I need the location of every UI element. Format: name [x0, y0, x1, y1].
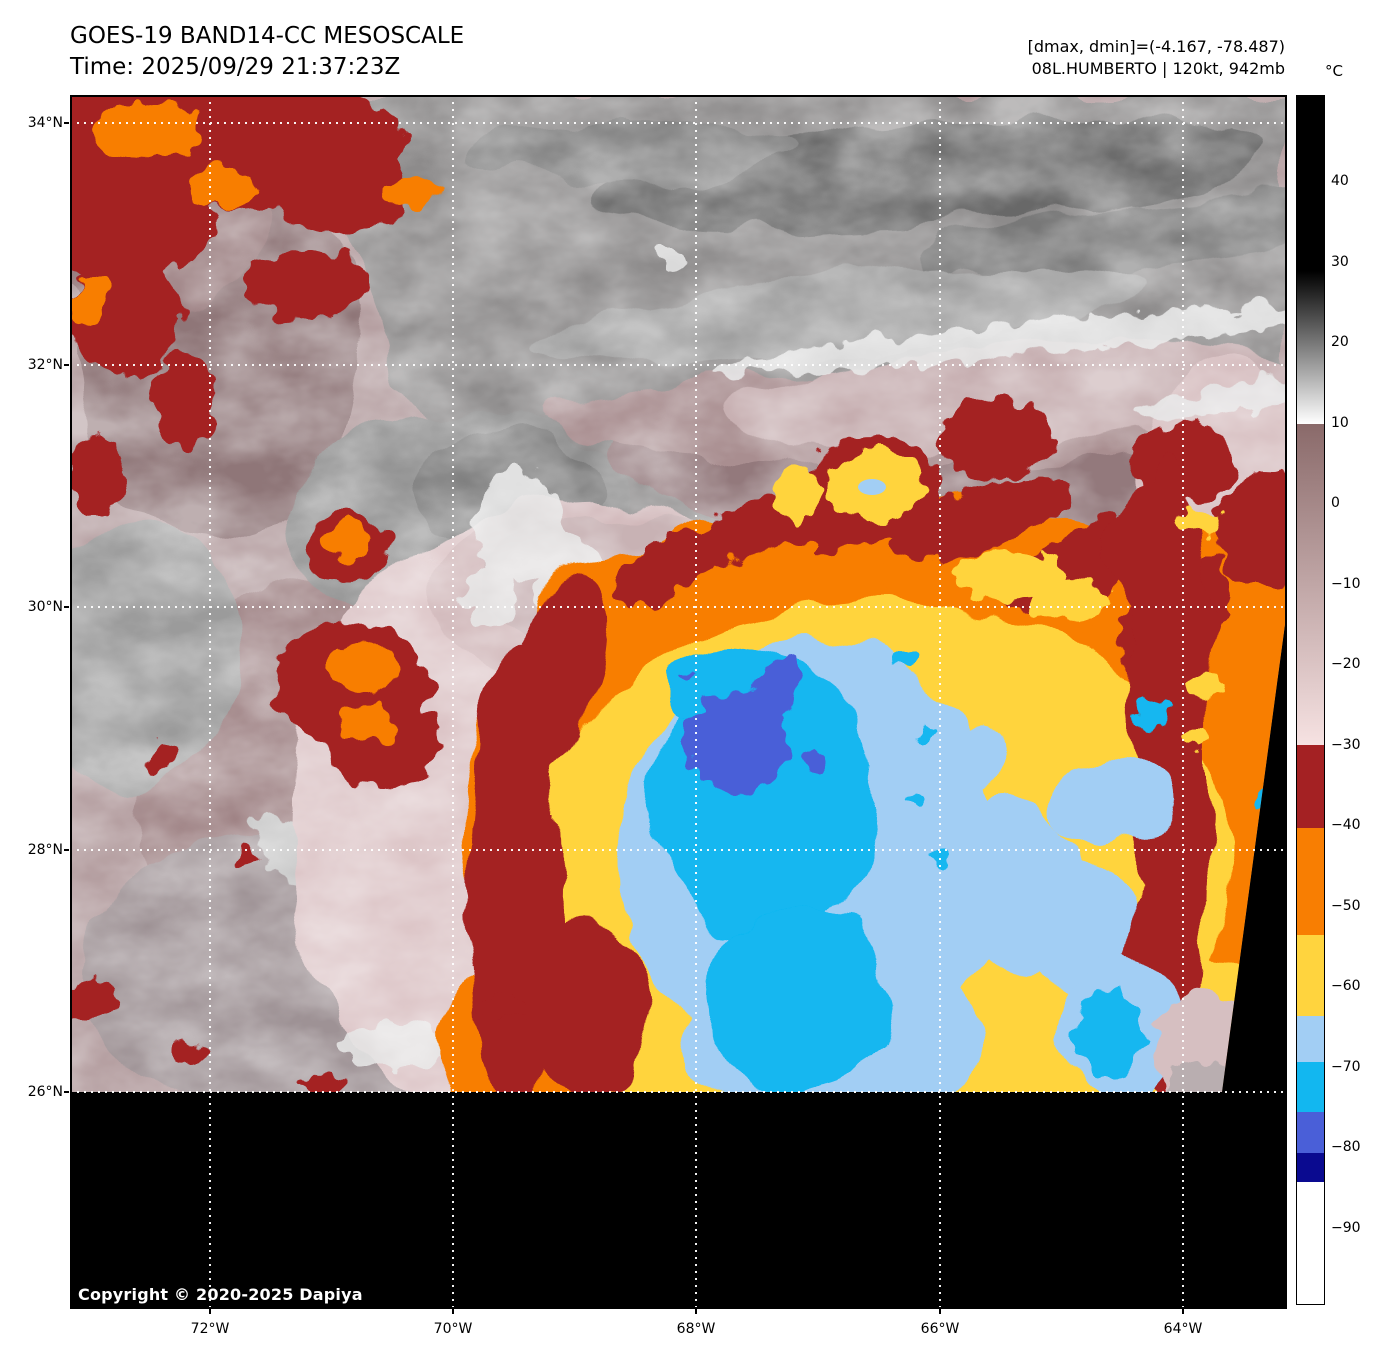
colorbar-tick-label: −30 [1331, 736, 1361, 753]
hurricane-enhancement [70, 95, 1287, 1092]
lat-tick-label: 32°N [27, 357, 63, 373]
colorbar-tick-label: 20 [1331, 334, 1349, 351]
lon-tick-label: 72°W [190, 1321, 230, 1337]
lat-tick-label: 30°N [27, 599, 63, 615]
colorbar-segment [1297, 1182, 1324, 1304]
satellite-image [70, 95, 1287, 1309]
y-axis-tick [64, 1091, 69, 1093]
colorbar-segment [1297, 1015, 1324, 1062]
colorbar-tick-label: 40 [1331, 173, 1349, 190]
colorbar-tick-label: −70 [1331, 1058, 1361, 1075]
colorbar-tick-label: −60 [1331, 978, 1361, 995]
x-axis-tick [695, 1309, 697, 1314]
colorbar-tick-label: −50 [1331, 897, 1361, 914]
lat-tick-label: 34°N [27, 115, 63, 131]
colorbar-tick-label: −80 [1331, 1139, 1361, 1156]
colorbar-segment [1297, 423, 1324, 746]
page-title: GOES-19 BAND14-CC MESOSCALE [70, 23, 465, 49]
colorbar-segment [1297, 934, 1324, 1016]
range-annotation: [dmax, dmin]=(-4.167, -78.487) [1027, 37, 1285, 56]
colorbar-segment [1297, 1111, 1324, 1153]
colorbar-unit-label: °C [1325, 62, 1343, 80]
y-axis-tick [64, 849, 69, 851]
x-axis-tick [1182, 1309, 1184, 1314]
satellite-data-region [70, 95, 1287, 1092]
colorbar [1296, 95, 1325, 1305]
colorbar-segment [1297, 96, 1324, 271]
colorbar-tick-label: −20 [1331, 656, 1361, 673]
x-axis-tick [209, 1309, 211, 1314]
colorbar-tick-label: 0 [1331, 495, 1340, 512]
no-data-bottom-band [70, 1092, 1287, 1309]
lon-tick-label: 64°W [1163, 1321, 1203, 1337]
top-right-annotations: [dmax, dmin]=(-4.167, -78.487) 08L.HUMBE… [1028, 36, 1285, 80]
colorbar-segment [1297, 270, 1324, 424]
colorbar-tick-label: 30 [1331, 253, 1349, 270]
header: GOES-19 BAND14-CC MESOSCALE Time: 2025/0… [70, 21, 464, 83]
colorbar-tick-label: 10 [1331, 414, 1349, 431]
colorbar-segment [1297, 1152, 1324, 1183]
x-axis-tick [452, 1309, 454, 1314]
lon-tick-label: 68°W [676, 1321, 716, 1337]
lat-tick-label: 26°N [27, 1084, 63, 1100]
overshooting-top [684, 656, 826, 790]
colorbar-tick-label: −10 [1331, 575, 1361, 592]
lon-tick-label: 66°W [920, 1321, 960, 1337]
colorbar-segment [1297, 1061, 1324, 1112]
timestamp: Time: 2025/09/29 21:37:23Z [70, 54, 401, 80]
storm-annotation: 08L.HUMBERTO | 120kt, 942mb [1031, 59, 1285, 78]
y-axis-tick [64, 122, 69, 124]
lat-tick-label: 28°N [27, 842, 63, 858]
colorbar-segment [1297, 745, 1324, 829]
map-border [70, 95, 1287, 1309]
y-axis-tick [64, 606, 69, 608]
x-axis-tick [939, 1309, 941, 1314]
colorbar-segment [1297, 828, 1324, 935]
colorbar-tick-label: −90 [1331, 1219, 1361, 1236]
lon-tick-label: 70°W [433, 1321, 473, 1337]
colorbar-tick-label: −40 [1331, 817, 1361, 834]
copyright-notice: Copyright © 2020-2025 Dapiya [78, 1285, 363, 1304]
y-axis-tick [64, 364, 69, 366]
